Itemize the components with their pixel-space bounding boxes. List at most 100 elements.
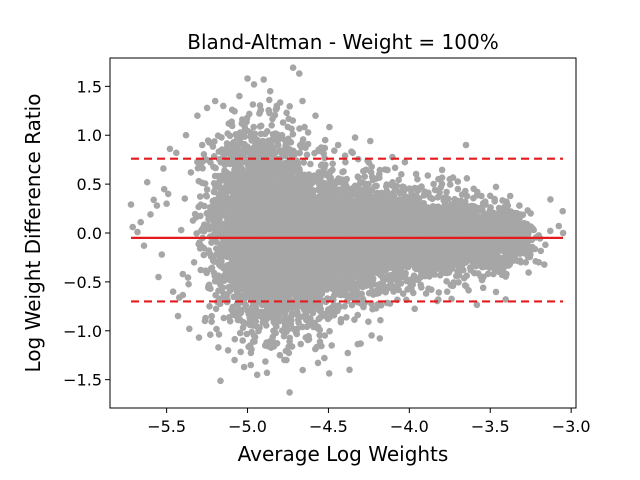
- data-point: [254, 227, 262, 234]
- data-point: [251, 255, 259, 262]
- data-point: [237, 309, 245, 317]
- data-point: [271, 111, 279, 119]
- data-point: [279, 303, 286, 310]
- data-point: [247, 342, 254, 349]
- data-point: [247, 274, 255, 282]
- data-point: [280, 332, 288, 340]
- data-point: [351, 134, 359, 141]
- data-point: [286, 334, 294, 342]
- data-point: [252, 175, 260, 182]
- data-point: [303, 151, 311, 159]
- data-point: [291, 149, 299, 156]
- data-point: [215, 331, 223, 338]
- data-point: [262, 358, 269, 365]
- data-point: [217, 184, 224, 192]
- data-point: [227, 225, 235, 232]
- data-point: [357, 340, 364, 347]
- data-point: [217, 377, 224, 385]
- data-point: [264, 128, 271, 135]
- data-point: [254, 159, 262, 166]
- data-point: [206, 225, 213, 233]
- data-point: [287, 320, 295, 328]
- data-point: [325, 370, 333, 377]
- data-point: [208, 312, 215, 320]
- data-point: [264, 258, 271, 266]
- data-point: [256, 265, 263, 272]
- data-point: [344, 349, 352, 357]
- data-point: [295, 281, 302, 289]
- data-point: [287, 139, 295, 146]
- data-point: [239, 318, 247, 326]
- data-point: [276, 166, 284, 173]
- data-point: [236, 329, 244, 337]
- data-point: [243, 330, 251, 338]
- data-point: [267, 153, 275, 161]
- data-point: [321, 332, 329, 339]
- data-point: [197, 266, 205, 274]
- data-point: [249, 303, 256, 311]
- data-point: [289, 64, 297, 71]
- data-point: [288, 125, 295, 133]
- data-point: [231, 108, 238, 115]
- data-point: [282, 162, 290, 169]
- data-point: [235, 217, 243, 225]
- data-point: [242, 186, 250, 194]
- data-point: [247, 226, 255, 233]
- data-point: [212, 305, 220, 313]
- data-point: [219, 242, 227, 249]
- data-point: [268, 122, 276, 129]
- data-point: [208, 264, 216, 272]
- data-point: [264, 252, 271, 259]
- data-point: [207, 159, 214, 166]
- data-point: [233, 134, 241, 142]
- data-point: [219, 176, 226, 184]
- data-point: [196, 193, 204, 200]
- data-point: [244, 149, 252, 156]
- data-point: [272, 149, 280, 156]
- data-point: [199, 165, 206, 172]
- data-point: [242, 213, 250, 221]
- data-point: [265, 162, 272, 169]
- data-point: [203, 186, 211, 193]
- data-point: [226, 317, 234, 325]
- data-point: [208, 318, 215, 326]
- data-point: [233, 162, 241, 170]
- data-point: [250, 123, 257, 131]
- data-point: [217, 159, 225, 166]
- data-point: [226, 171, 233, 178]
- data-point: [296, 125, 303, 132]
- data-point: [329, 160, 337, 167]
- data-point: [195, 177, 203, 185]
- data-point: [227, 265, 235, 273]
- data-point: [295, 319, 302, 326]
- data-point: [251, 142, 259, 150]
- data-point: [215, 148, 223, 155]
- data-point: [367, 137, 374, 145]
- data-point: [251, 167, 258, 174]
- data-point: [262, 176, 269, 184]
- data-point: [246, 314, 253, 322]
- data-point: [244, 249, 251, 257]
- data-point: [213, 230, 221, 238]
- data-point: [197, 212, 204, 220]
- data-point: [242, 204, 249, 211]
- data-point: [250, 244, 257, 252]
- data-point: [343, 175, 351, 183]
- data-point: [210, 217, 217, 225]
- data-point: [207, 285, 214, 293]
- data-point: [278, 150, 286, 158]
- data-point: [326, 169, 333, 177]
- data-point: [198, 227, 205, 234]
- data-point: [300, 305, 307, 312]
- data-point: [270, 177, 277, 184]
- data-point: [236, 225, 244, 233]
- data-point: [160, 185, 168, 193]
- data-point: [233, 273, 240, 280]
- data-point: [243, 114, 251, 122]
- data-point: [227, 187, 234, 194]
- data-point: [253, 282, 260, 290]
- data-point: [214, 132, 222, 139]
- data-point: [203, 210, 211, 217]
- data-point: [238, 261, 246, 269]
- data-point: [243, 155, 251, 163]
